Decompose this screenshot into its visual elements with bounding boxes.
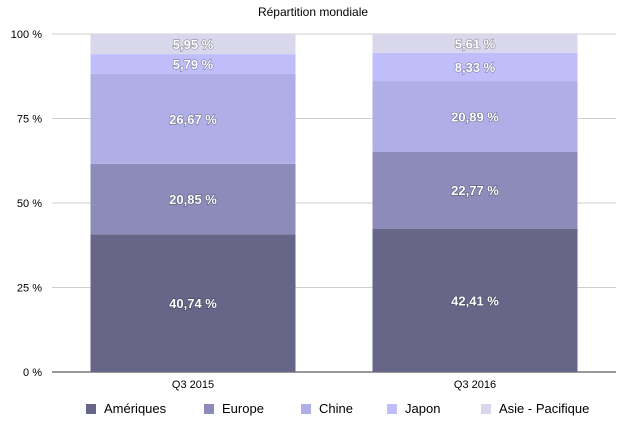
- x-tick-label: Q3 2015: [172, 379, 214, 391]
- data-label: 8,33 %: [455, 60, 496, 75]
- data-label: 26,67 %: [169, 112, 217, 127]
- bar-segment: [90, 234, 296, 372]
- data-label: 40,74 %: [169, 296, 217, 311]
- x-axis: Q3 2015 Q3 2016: [172, 379, 496, 391]
- bar-segment: [372, 151, 578, 229]
- data-label: 5,61 %: [455, 36, 496, 51]
- data-label: 5,95 %: [173, 37, 214, 52]
- legend-swatch: [86, 404, 96, 414]
- legend-swatch: [481, 404, 491, 414]
- bar-segment: [90, 163, 296, 235]
- legend-label: Europe: [222, 401, 264, 416]
- legend: Amériques Europe Chine Japon Asie - Pacifiqu…: [86, 401, 589, 416]
- y-tick-label: 0 %: [23, 367, 42, 379]
- y-tick-label: 100 %: [11, 29, 42, 41]
- bar-segment: [90, 73, 296, 164]
- bar-segment: [372, 33, 578, 53]
- bar-segment: [372, 228, 578, 372]
- legend-swatch: [301, 404, 311, 414]
- data-label: 22,77 %: [451, 183, 499, 198]
- legend-label: Japon: [405, 401, 440, 416]
- bar-segment: [372, 81, 578, 152]
- y-tick-label: 25 %: [17, 283, 42, 295]
- legend-swatch: [387, 404, 397, 414]
- data-label: 20,85 %: [169, 192, 217, 207]
- data-label: 5,79 %: [173, 57, 214, 72]
- legend-label: Chine: [319, 401, 353, 416]
- bar-segment: [90, 34, 296, 55]
- y-tick-label: 50 %: [17, 198, 42, 210]
- legend-swatch: [204, 404, 214, 414]
- data-label: 42,41 %: [451, 293, 499, 308]
- legend-label: Asie - Pacifique: [499, 401, 589, 416]
- x-tick-label: Q3 2016: [454, 379, 496, 391]
- y-tick-label: 75 %: [17, 114, 42, 126]
- bar-segment: [90, 54, 296, 74]
- bar-segment: [372, 52, 578, 82]
- chart-title: Répartition mondiale: [258, 5, 368, 19]
- bars: 40,74 % 20,85 % 26,67 % 5,79 % 5,95 % 42,41 %…: [90, 33, 578, 372]
- data-label: 20,89 %: [451, 109, 499, 124]
- legend-label: Amériques: [104, 401, 167, 416]
- y-axis: 0 % 25 % 50 % 75 % 100 %: [11, 29, 42, 379]
